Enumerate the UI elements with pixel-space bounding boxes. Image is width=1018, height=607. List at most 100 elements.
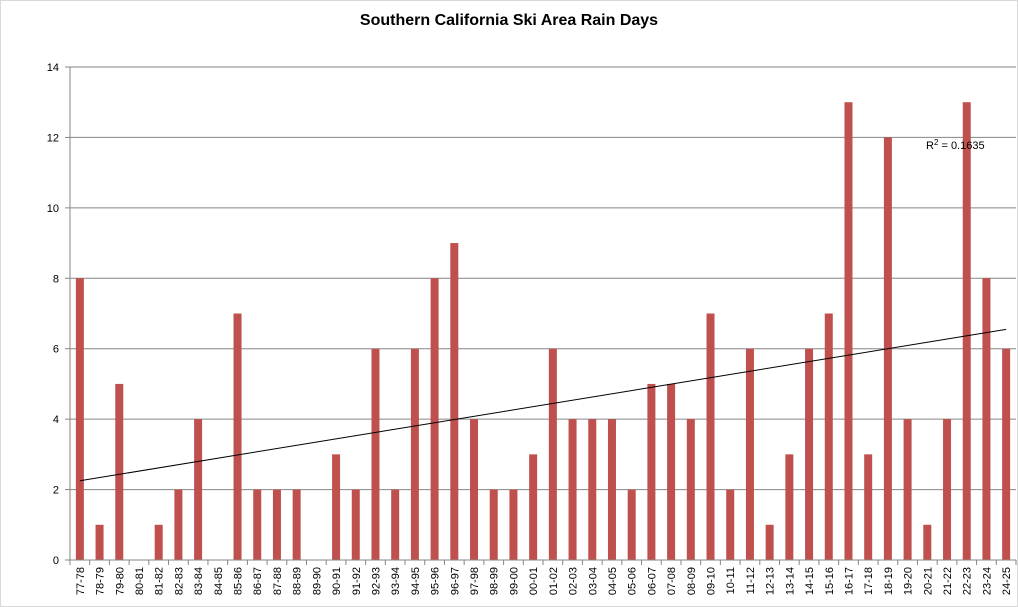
- x-tick-label: 21-22: [942, 567, 954, 595]
- bar-22-23: [962, 102, 971, 560]
- x-tick-label: 78-79: [95, 567, 107, 595]
- x-tick-label: 12-13: [765, 567, 777, 595]
- bar-04-05: [607, 419, 616, 560]
- x-tick-label: 15-16: [824, 567, 836, 595]
- bar-86-87: [253, 489, 262, 560]
- x-tick-label: 01-02: [548, 567, 560, 595]
- x-tick-label: 91-92: [351, 567, 363, 595]
- bar-85-86: [233, 313, 242, 560]
- x-tick-label: 08-09: [686, 567, 698, 595]
- x-tick-label: 80-81: [134, 567, 146, 595]
- x-tick-label: 94-95: [410, 567, 422, 595]
- x-tick-label: 07-08: [666, 567, 678, 595]
- bar-96-97: [450, 243, 459, 561]
- x-tick-label: 17-18: [863, 567, 875, 595]
- x-tick-label: 20-21: [922, 567, 934, 595]
- x-tick-label: 00-01: [528, 567, 540, 595]
- bar-81-82: [154, 524, 163, 560]
- x-tick-label: 97-98: [469, 567, 481, 595]
- bar-23-24: [982, 278, 991, 560]
- x-tick-label: 87-88: [272, 567, 284, 595]
- x-tick-label: 81-82: [154, 567, 166, 595]
- x-tick-label: 14-15: [804, 567, 816, 595]
- x-tick-label: 89-90: [311, 567, 323, 595]
- gridlines: [70, 66, 1016, 491]
- bar-99-00: [509, 489, 518, 560]
- bar-95-96: [430, 278, 439, 560]
- x-tick-label: 95-96: [430, 567, 442, 595]
- bar-97-98: [470, 419, 479, 560]
- x-tick-label: 96-97: [449, 567, 461, 595]
- x-tick-label: 18-19: [883, 567, 895, 595]
- x-tick-label: 16-17: [843, 567, 855, 595]
- x-tick-label: 22-23: [962, 567, 974, 595]
- x-tick-label: 06-07: [646, 567, 658, 595]
- bar-00-01: [529, 454, 538, 560]
- x-tick-label: 11-12: [745, 567, 757, 594]
- bar-87-88: [272, 489, 281, 560]
- bar-17-18: [864, 454, 873, 560]
- x-tick-label: 23-24: [981, 567, 993, 595]
- bar-19-20: [903, 419, 912, 560]
- bar-12-13: [765, 524, 774, 560]
- y-tick-label: 12: [47, 132, 59, 144]
- bar-92-93: [371, 348, 380, 560]
- bar-02-03: [568, 419, 577, 560]
- x-tick-label: 99-00: [508, 567, 520, 595]
- bar-11-12: [745, 348, 754, 560]
- r-squared-sup: 2: [934, 138, 939, 147]
- x-tick-label: 03-04: [587, 567, 599, 595]
- x-tick-label: 83-84: [193, 567, 205, 595]
- x-tick-label: 90-91: [331, 567, 343, 595]
- bar-15-16: [824, 313, 833, 560]
- bar-13-14: [785, 454, 794, 560]
- bar-90-91: [332, 454, 341, 560]
- x-tick-label: 09-10: [706, 567, 718, 595]
- r-squared-label: R2 = 0.1635: [926, 138, 985, 152]
- y-tick-label: 4: [53, 414, 59, 426]
- bar-20-21: [923, 524, 932, 560]
- x-tick-label: 13-14: [784, 567, 796, 595]
- bar-94-95: [410, 348, 419, 560]
- bar-88-89: [292, 489, 301, 560]
- bar-01-02: [548, 348, 557, 560]
- y-tick-label: 8: [53, 273, 59, 285]
- x-tick-label: 82-83: [173, 567, 185, 595]
- x-tick-label: 77-78: [75, 567, 87, 595]
- r-squared-value: = 0.1635: [938, 140, 984, 152]
- x-tick-label: 05-06: [627, 567, 639, 595]
- y-tick-label: 10: [47, 203, 59, 215]
- x-tick-label: 04-05: [607, 567, 619, 595]
- bar-09-10: [706, 313, 715, 560]
- bar-08-09: [686, 419, 695, 560]
- bar-79-80: [115, 383, 124, 560]
- bar-05-06: [627, 489, 636, 560]
- y-tick-label: 6: [53, 344, 59, 356]
- x-tick-label: 92-93: [370, 567, 382, 595]
- bars: [75, 102, 1011, 561]
- bar-78-79: [95, 524, 104, 560]
- x-tick-label: 88-89: [292, 567, 304, 595]
- bar-07-08: [667, 383, 676, 560]
- x-tick-labels: 77-78 78-79 79-80 80-81 81-82 82-83 83-84 84-85…: [75, 567, 1013, 595]
- x-tick-label: 85-86: [233, 567, 245, 595]
- bar-06-07: [647, 383, 656, 560]
- y-tick-label: 2: [53, 485, 59, 497]
- chart-title: Southern California Ski Area Rain Days: [359, 12, 659, 29]
- trendline: [79, 328, 1007, 482]
- bar-91-92: [351, 489, 360, 560]
- axes: [65, 66, 1017, 565]
- x-tick-label: 79-80: [114, 567, 126, 595]
- bar-16-17: [844, 102, 853, 560]
- x-tick-label: 84-85: [213, 567, 225, 595]
- x-tick-label: 86-87: [252, 567, 264, 595]
- bar-21-22: [943, 419, 952, 560]
- x-tick-label: 24-25: [1001, 567, 1013, 595]
- x-tick-label: 98-99: [489, 567, 501, 595]
- bar-03-04: [588, 419, 597, 560]
- y-tick-labels: 0 2 4 6 8 10 12 14: [47, 62, 59, 567]
- bar-82-83: [174, 489, 183, 560]
- bar-98-99: [489, 489, 498, 560]
- r-squared-base: R: [926, 140, 934, 152]
- x-tick-label: 02-03: [568, 567, 580, 595]
